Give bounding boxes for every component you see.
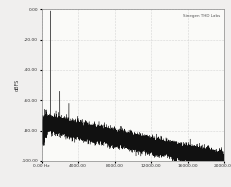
Text: Sinegen THD Labs: Sinegen THD Labs <box>183 14 220 18</box>
Y-axis label: dBFS: dBFS <box>15 79 20 91</box>
